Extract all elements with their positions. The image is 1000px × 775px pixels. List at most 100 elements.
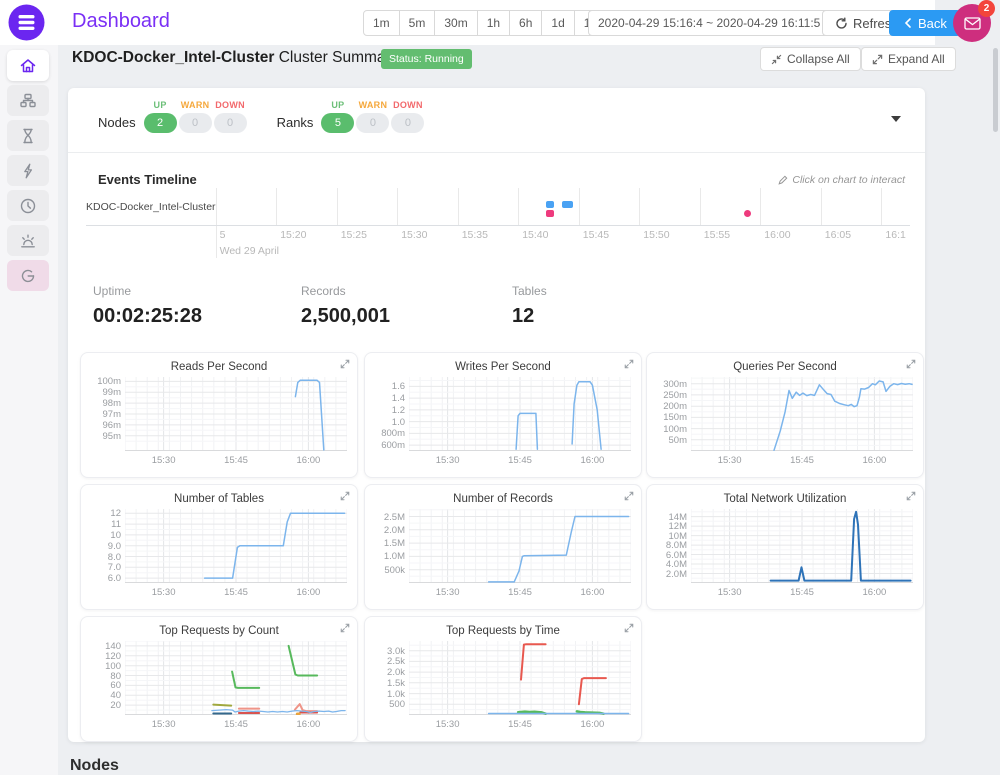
timeline-event[interactable] (562, 201, 574, 208)
chart-title: Queries Per Second (733, 361, 837, 373)
lightning-icon (24, 163, 33, 178)
chart-plot[interactable] (691, 377, 913, 451)
chart-card: Total Network Utilization 14M 12M 10M 8.0M 6.… (646, 484, 924, 610)
expand-all-label: Expand All (888, 52, 945, 66)
expand-all-button[interactable]: Expand All (861, 47, 956, 71)
timeline-gridline (457, 188, 459, 225)
chart-title: Top Requests by Time (446, 625, 560, 637)
timeline-tick: 15:30 (401, 229, 428, 241)
y-axis-tick: 20 (110, 700, 121, 712)
chart-plot[interactable] (409, 377, 631, 451)
summary-pill-warn: WARN 0 (178, 100, 212, 133)
date-range-input[interactable]: 2020-04-29 15:16:4 ~ 2020-04-29 16:11:5 (588, 10, 851, 36)
y-axis-tick: 300m (663, 378, 687, 390)
stat-label: Uptime (93, 284, 132, 298)
expand-chart-icon[interactable] (340, 491, 350, 501)
chart-plot[interactable] (409, 509, 631, 583)
timeline-event[interactable] (545, 201, 554, 208)
y-axis-tick: 60 (110, 680, 121, 692)
chart-plot[interactable] (125, 509, 347, 583)
y-axis-tick: 12M (668, 521, 687, 533)
timeline-gridline (336, 188, 338, 225)
timeline-tick: 16:1 (885, 229, 906, 241)
chart-title: Writes Per Second (455, 361, 551, 373)
chart-plot[interactable] (125, 377, 347, 451)
events-timeline-chart[interactable]: 5 15:20 15:25 15:30 15:35 15:40 15:45 15:50 15:5… (212, 188, 908, 258)
expand-chart-icon[interactable] (340, 359, 350, 369)
stat-label: Records (301, 284, 346, 298)
chart-card: Number of Tables 12 11 10 9.0 8.0 7.0 6.0 15:30 1… (80, 484, 358, 610)
chart-title: Number of Records (453, 493, 553, 505)
y-axis-tick: 9.0 (107, 540, 121, 552)
y-axis-tick: 96m (102, 419, 121, 431)
user-avatar[interactable]: 2 (953, 0, 995, 42)
time-range-6h[interactable]: 6h (510, 10, 543, 36)
panel-collapse-caret[interactable] (891, 116, 901, 122)
expand-chart-icon[interactable] (624, 359, 634, 369)
chart-plot[interactable] (409, 641, 631, 715)
sidebar-item-home[interactable] (7, 50, 49, 81)
timeline-gridline (820, 188, 822, 225)
sidebar-item-jobs[interactable] (7, 120, 49, 151)
app-logo[interactable] (8, 4, 45, 41)
timeline-hint: Click on chart to interact (778, 174, 905, 186)
collapse-all-button[interactable]: Collapse All (760, 47, 861, 71)
expand-chart-icon[interactable] (624, 491, 634, 501)
expand-chart-icon[interactable] (624, 623, 634, 633)
y-axis-tick: 140 (105, 640, 121, 652)
timeline-gridline (397, 188, 399, 225)
sidebar (0, 45, 58, 775)
y-axis-tick: 2.0M (665, 568, 687, 580)
x-axis-tick: 15:45 (224, 719, 248, 730)
sidebar-item-history[interactable] (7, 190, 49, 221)
timeline-event[interactable] (743, 209, 751, 217)
back-button[interactable]: Back (889, 10, 961, 36)
expand-chart-icon[interactable] (906, 491, 916, 501)
time-range-1d[interactable]: 1d (542, 10, 575, 36)
nodes-ranks-summary: Nodes UP 2 WARN 0 DOWN 0 Ranks UP 5 WARN 0 DOWN 0 (98, 100, 426, 133)
divider (68, 152, 925, 153)
expand-icon (872, 54, 883, 64)
expand-chart-icon[interactable] (340, 623, 350, 633)
time-range-1h[interactable]: 1h (477, 10, 511, 36)
pill-header: UP (331, 100, 345, 110)
summary-pill-up: UP 5 (321, 100, 355, 133)
stat-tables: Tables 12 (512, 284, 547, 328)
y-axis-tick: 8.0M (665, 540, 687, 552)
sidebar-item-alerts[interactable] (7, 225, 49, 256)
timeline-tick: 16:05 (824, 229, 852, 241)
x-axis-tick: 16:00 (296, 587, 321, 598)
y-axis-tick: 11 (111, 519, 121, 531)
chart-plot[interactable] (125, 641, 347, 715)
timeline-event[interactable] (545, 209, 554, 217)
y-axis-tick: 4.0M (665, 559, 687, 570)
expand-chart-icon[interactable] (906, 359, 916, 369)
chart-card: Top Requests by Time 3.0k 2.5k 2.0k 1.5k 1.0k… (364, 616, 642, 742)
scrollbar-thumb[interactable] (993, 48, 998, 132)
sidebar-item-topology[interactable] (7, 85, 49, 116)
alarm-icon (21, 234, 35, 247)
time-range-group: 1m5m30m1h6h1d1w (363, 10, 610, 36)
sidebar-item-logout[interactable] (7, 260, 49, 291)
cluster-summary-panel: Nodes UP 2 WARN 0 DOWN 0 Ranks UP 5 WARN 0 DOWN 0 Eve… (68, 88, 925, 742)
timeline-gridline (276, 188, 278, 225)
y-axis-tick: 2.5k (387, 656, 405, 668)
x-axis-tick: 16:00 (580, 455, 605, 466)
chart-title: Number of Tables (174, 493, 264, 505)
sidebar-item-queries[interactable] (7, 155, 49, 186)
time-range-5m[interactable]: 5m (399, 10, 436, 36)
y-axis-tick: 2.0k (387, 667, 405, 679)
y-axis-tick: 100m (663, 423, 687, 435)
x-axis-tick: 15:30 (435, 455, 460, 466)
y-axis-tick: 100m (97, 376, 121, 388)
y-axis-tick: 10 (110, 529, 121, 541)
stat-uptime: Uptime 00:02:25:28 (93, 284, 202, 328)
time-range-1m[interactable]: 1m (363, 10, 400, 36)
refresh-icon (836, 17, 847, 29)
events-timeline-title: Events Timeline (98, 172, 197, 187)
x-axis-tick: 16:00 (580, 587, 605, 598)
chart-plot[interactable] (691, 509, 913, 583)
time-range-30m[interactable]: 30m (435, 10, 478, 36)
timeline-hint-text: Click on chart to interact (792, 174, 905, 186)
